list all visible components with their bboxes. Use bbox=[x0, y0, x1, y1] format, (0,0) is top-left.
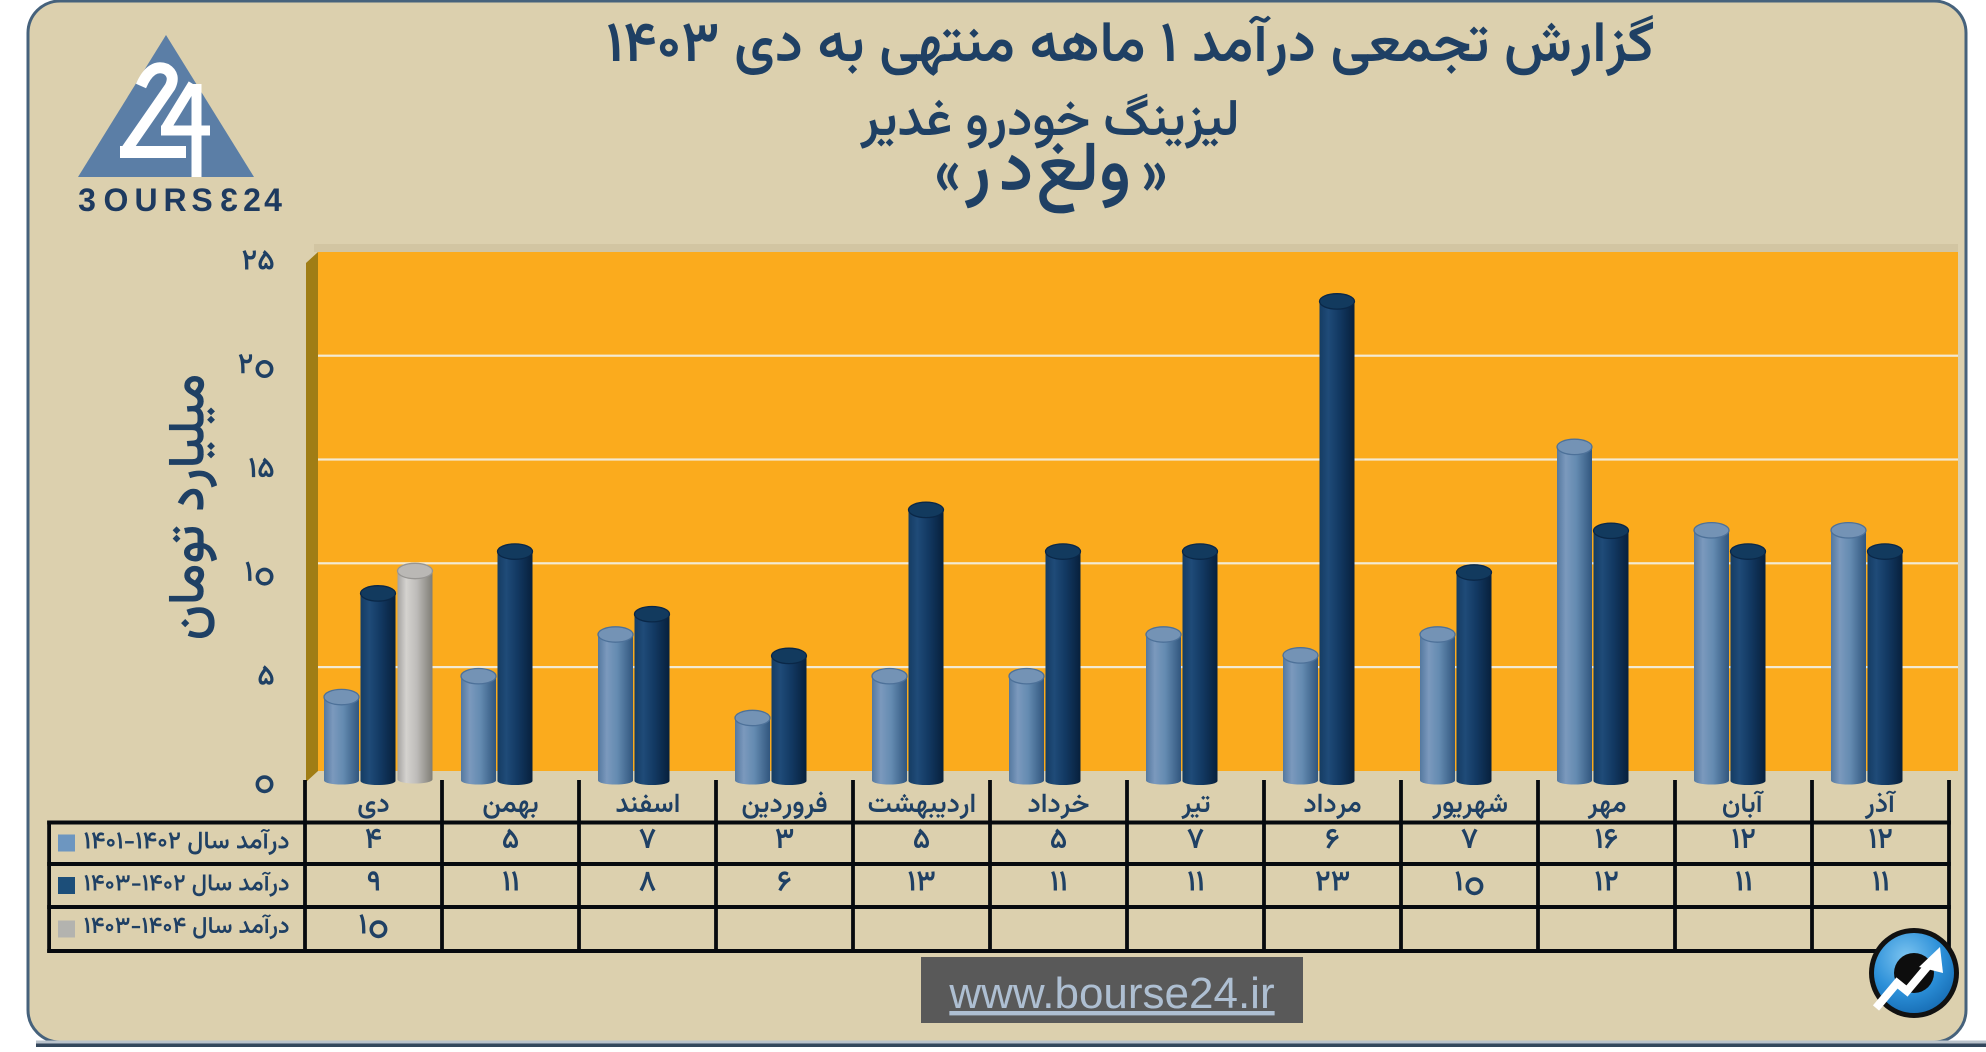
svg-text:3: 3 bbox=[220, 182, 238, 218]
svg-text:U: U bbox=[134, 182, 157, 218]
svg-text:3: 3 bbox=[78, 182, 96, 218]
svg-text:O: O bbox=[104, 182, 129, 218]
svg-text:4: 4 bbox=[264, 182, 282, 218]
svg-text:S: S bbox=[191, 182, 212, 218]
svg-text:R: R bbox=[163, 182, 186, 218]
svg-text:www.bourse24.ir: www.bourse24.ir bbox=[948, 969, 1274, 1018]
svg-text:2: 2 bbox=[243, 182, 261, 218]
